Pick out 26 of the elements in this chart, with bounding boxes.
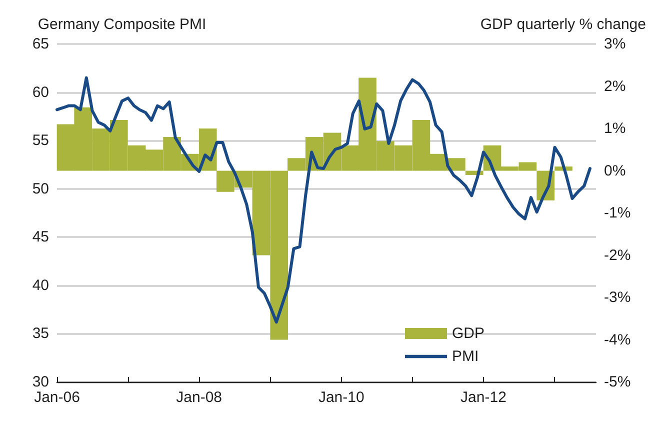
y-tick-label: 55 [32, 132, 49, 150]
y-tick-label: 40 [32, 276, 49, 294]
y-tick-label: 65 [32, 36, 49, 52]
y2-axis-title: GDP quarterly % change [480, 16, 646, 33]
y2-tick-label: -1% [604, 204, 631, 222]
legend-label: GDP [452, 325, 485, 342]
y-tick-label: 45 [32, 228, 49, 246]
y2-tick-label: 0% [604, 162, 626, 180]
line-series [56, 76, 592, 324]
y2-tick-label: -4% [604, 331, 631, 348]
y-tick-label: 30 [32, 374, 49, 390]
x-tick-label: Jan-12 [460, 389, 506, 406]
x-tick-label: Jan-10 [318, 389, 364, 406]
legend-label: PMI [452, 348, 479, 365]
y2-tick-label: -2% [604, 246, 631, 264]
y-tick-label: 60 [32, 84, 49, 101]
y-tick-label: 35 [32, 325, 49, 342]
y2-tick-label: -5% [604, 374, 631, 390]
y2-tick-label: 1% [604, 120, 626, 137]
y-tick-label: 50 [32, 180, 49, 198]
y2-tick-label: -3% [604, 289, 631, 306]
y2-tick-label: 3% [604, 36, 626, 52]
x-tick-label: Jan-06 [34, 389, 80, 406]
y2-tick-label: 2% [604, 78, 626, 95]
y-axis-title: Germany Composite PMI [38, 16, 206, 33]
x-tick-label: Jan-08 [176, 389, 222, 406]
